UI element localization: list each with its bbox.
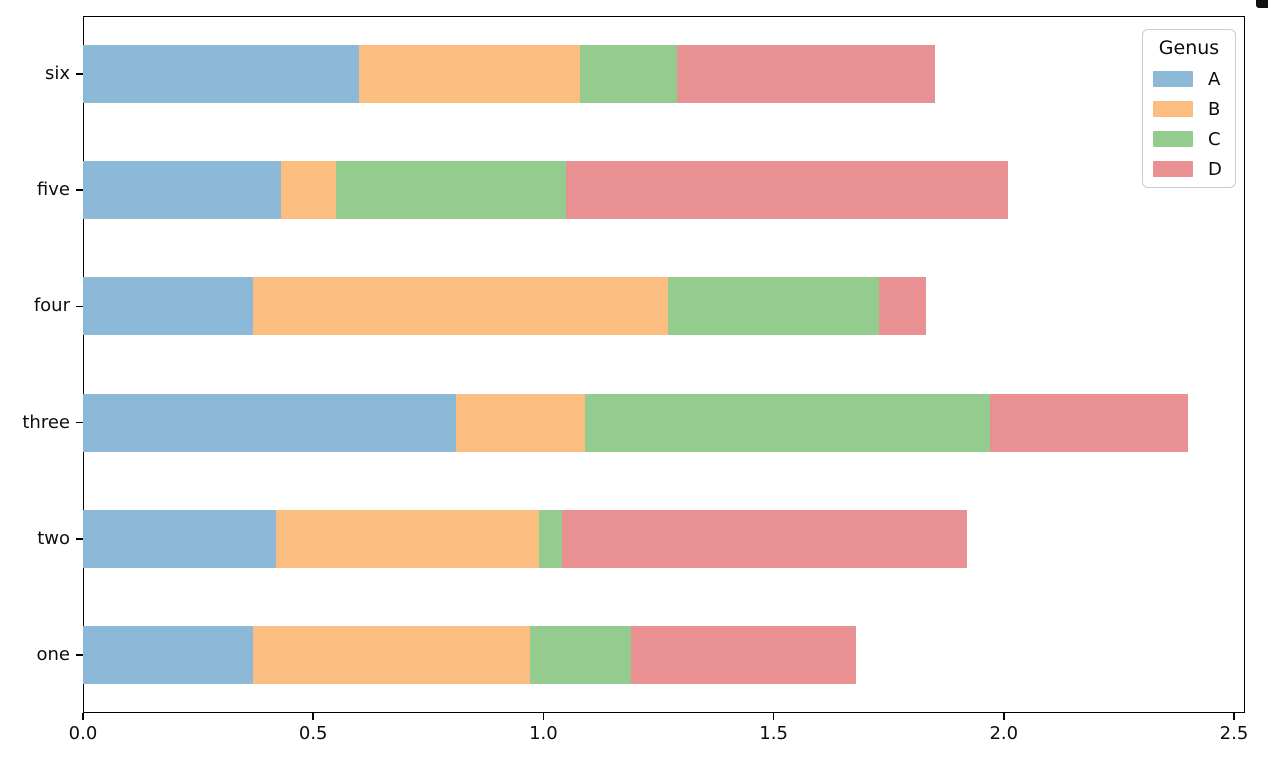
bar-segment-three-D: [989, 393, 1188, 452]
bar-segment-one-C: [529, 625, 631, 684]
bar-segment-two-A: [83, 509, 277, 568]
bar-segment-one-D: [630, 625, 857, 684]
legend-swatch-B: [1153, 101, 1193, 117]
bar-segment-two-C: [538, 509, 562, 568]
legend-entry-C: C: [1143, 124, 1235, 154]
bar-segment-one-A: [83, 625, 254, 684]
bar-segment-four-A: [83, 277, 254, 336]
x-tick-mark: [542, 713, 545, 720]
y-axis-label-four: four: [33, 295, 70, 317]
bar-segment-four-D: [879, 277, 926, 336]
x-tick-label: 0.5: [298, 723, 328, 744]
legend-label: D: [1208, 158, 1222, 180]
y-axis-label-one: one: [36, 643, 71, 665]
bar-segment-four-B: [253, 277, 668, 336]
legend-swatch-A: [1153, 71, 1193, 87]
bar-segment-six-D: [676, 45, 935, 104]
legend-entry-D: D: [1143, 154, 1235, 184]
bar-segment-two-D: [561, 509, 967, 568]
x-tick-mark: [312, 713, 315, 720]
x-tick-label: 1.0: [529, 723, 558, 744]
bar-segment-five-C: [336, 161, 567, 220]
x-tick-mark: [1002, 713, 1005, 720]
legend-title: Genus: [1158, 37, 1220, 59]
x-tick-label: 2.0: [989, 723, 1019, 744]
x-tick-label: 0.0: [68, 723, 98, 744]
y-tick-mark: [76, 537, 83, 540]
bar-segment-six-C: [580, 45, 677, 104]
y-axis-label-two: two: [37, 527, 70, 549]
y-tick-mark: [76, 305, 83, 308]
bar-segment-six-B: [359, 45, 581, 104]
legend-label: C: [1208, 128, 1221, 150]
bar-segment-one-B: [253, 625, 530, 684]
y-tick-mark: [76, 421, 83, 424]
x-tick-label: 1.5: [759, 723, 788, 744]
legend-label: A: [1208, 68, 1221, 90]
bar-segment-three-C: [584, 393, 990, 452]
legend-entry-A: A: [1143, 64, 1235, 94]
bar-segment-two-B: [276, 509, 539, 568]
bar-segment-three-B: [455, 393, 585, 452]
legend-swatch-D: [1153, 161, 1193, 177]
y-tick-mark: [76, 189, 83, 192]
y-tick-mark: [76, 654, 83, 656]
legend-label: B: [1208, 98, 1221, 120]
bar-segment-three-A: [83, 393, 456, 452]
legend-entry-B: B: [1143, 94, 1235, 124]
y-axis-label-six: six: [44, 63, 70, 85]
plot-area: [83, 16, 1245, 713]
corner-artifact-mark: [1256, 0, 1268, 8]
x-tick-mark: [82, 713, 84, 720]
x-tick-mark: [1233, 713, 1235, 720]
bar-segment-five-B: [280, 161, 337, 220]
legend-swatch-C: [1153, 131, 1193, 147]
bar-segment-four-C: [667, 277, 880, 336]
x-tick-mark: [772, 713, 775, 720]
bar-segment-five-A: [83, 161, 281, 220]
y-axis-label-five: five: [36, 179, 70, 201]
bar-segment-six-A: [83, 45, 360, 104]
x-tick-label: 2.5: [1219, 723, 1249, 744]
y-axis-label-three: three: [22, 411, 70, 433]
y-tick-mark: [76, 73, 83, 75]
bar-segment-five-D: [566, 161, 1009, 220]
